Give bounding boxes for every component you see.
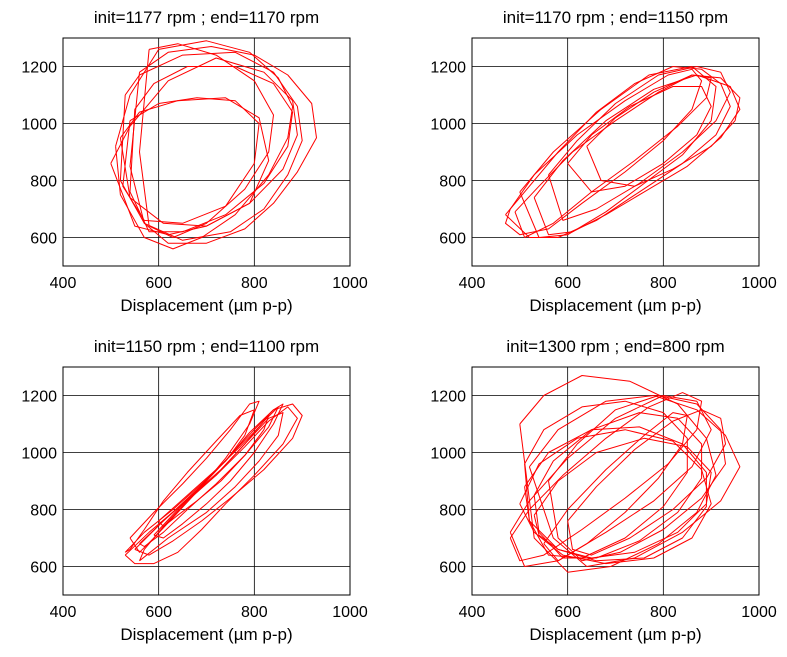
orbit-trace xyxy=(533,74,741,236)
x-tick-label: 400 xyxy=(459,604,486,621)
orbit-trace xyxy=(119,51,303,241)
y-tick-label: 800 xyxy=(30,503,57,520)
orbit-trace xyxy=(122,97,260,224)
x-axis-label: Displacement (µm p-p) xyxy=(120,625,292,644)
y-tick-label: 1000 xyxy=(430,117,466,134)
chart-title: init=1170 rpm ; end=1150 rpm xyxy=(503,8,728,27)
orbit-panel-4: 400 600 800 1000 600 800 1000 1200 init=1300 rpm… xyxy=(430,337,776,644)
orbit-trace xyxy=(548,66,731,221)
orbit-trace xyxy=(505,68,703,236)
x-tick-label: 400 xyxy=(459,275,486,292)
orbit-trace xyxy=(533,412,703,559)
orbit-trace xyxy=(586,74,741,187)
orbit-trace xyxy=(124,406,298,565)
chart-title: init=1177 rpm ; end=1170 rpm xyxy=(94,8,319,27)
orbit-trace xyxy=(509,392,703,562)
y-tick-label: 800 xyxy=(30,174,57,191)
orbit-trace xyxy=(139,43,274,238)
x-tick-label: 800 xyxy=(241,275,268,292)
orbit-trace xyxy=(124,409,255,553)
orbit-trace xyxy=(129,66,294,233)
x-tick-label: 400 xyxy=(50,275,77,292)
x-axis-label: Displacement (µm p-p) xyxy=(529,625,701,644)
orbit-trace xyxy=(139,406,279,547)
chart-title: init=1300 rpm ; end=800 rpm xyxy=(506,337,724,356)
x-tick-label: 1000 xyxy=(741,604,777,621)
x-tick-label: 800 xyxy=(241,604,268,621)
y-tick-label: 600 xyxy=(439,560,466,577)
orbit-trace xyxy=(139,412,284,562)
orbit-trace xyxy=(567,409,726,556)
orbit-trace xyxy=(533,437,712,559)
y-tick-label: 1000 xyxy=(21,117,57,134)
orbit-trace xyxy=(134,403,303,556)
orbit-trace xyxy=(119,97,270,227)
axes-frame xyxy=(62,37,351,267)
y-tick-label: 1200 xyxy=(430,389,466,406)
orbit-trace xyxy=(115,40,294,250)
x-tick-label: 800 xyxy=(650,604,677,621)
y-tick-label: 1200 xyxy=(21,389,57,406)
orbit-panel-3: 400 600 800 1000 600 800 1000 1200 init=1150 rpm… xyxy=(21,337,367,644)
orbit-panel-2: 400 600 800 1000 600 800 1000 1200 init=1170 rpm… xyxy=(430,8,776,315)
orbit-trace xyxy=(567,86,712,193)
x-tick-label: 800 xyxy=(650,275,677,292)
y-tick-label: 800 xyxy=(439,174,466,191)
orbit-trace xyxy=(129,46,317,244)
orbit-panel-1: 400 600 800 1000 600 800 1000 1200 init=1177 rpm… xyxy=(21,8,367,315)
x-axis-label: Displacement (µm p-p) xyxy=(120,296,292,315)
x-tick-label: 1000 xyxy=(741,275,777,292)
y-tick-label: 600 xyxy=(30,231,57,248)
y-tick-label: 800 xyxy=(439,503,466,520)
orbit-trace xyxy=(153,403,284,539)
x-tick-label: 400 xyxy=(50,604,77,621)
y-tick-label: 1000 xyxy=(430,446,466,463)
x-tick-label: 1000 xyxy=(332,275,368,292)
axes-frame xyxy=(471,37,760,267)
orbit-trace xyxy=(519,375,717,573)
x-axis-label: Displacement (µm p-p) xyxy=(529,296,701,315)
orbit-trace xyxy=(514,74,712,238)
axes-frame xyxy=(62,366,351,596)
orbit-trace xyxy=(129,400,260,553)
orbit-trace xyxy=(519,429,712,565)
orbit-trace xyxy=(528,395,741,567)
x-tick-label: 1000 xyxy=(332,604,368,621)
y-tick-label: 600 xyxy=(30,560,57,577)
x-tick-label: 600 xyxy=(554,604,581,621)
orbit-trace xyxy=(524,400,688,559)
x-tick-label: 600 xyxy=(554,275,581,292)
y-tick-label: 600 xyxy=(439,231,466,248)
y-tick-label: 1200 xyxy=(21,60,57,77)
y-tick-label: 1000 xyxy=(21,446,57,463)
chart-title: init=1150 rpm ; end=1100 rpm xyxy=(94,337,319,356)
x-tick-label: 600 xyxy=(145,275,172,292)
orbit-trace xyxy=(158,415,270,528)
axes-frame xyxy=(471,366,760,596)
orbit-trace xyxy=(548,395,726,562)
orbit-trace xyxy=(543,412,688,562)
x-tick-label: 600 xyxy=(145,604,172,621)
orbit-trace xyxy=(519,66,717,238)
y-tick-label: 1200 xyxy=(430,60,466,77)
